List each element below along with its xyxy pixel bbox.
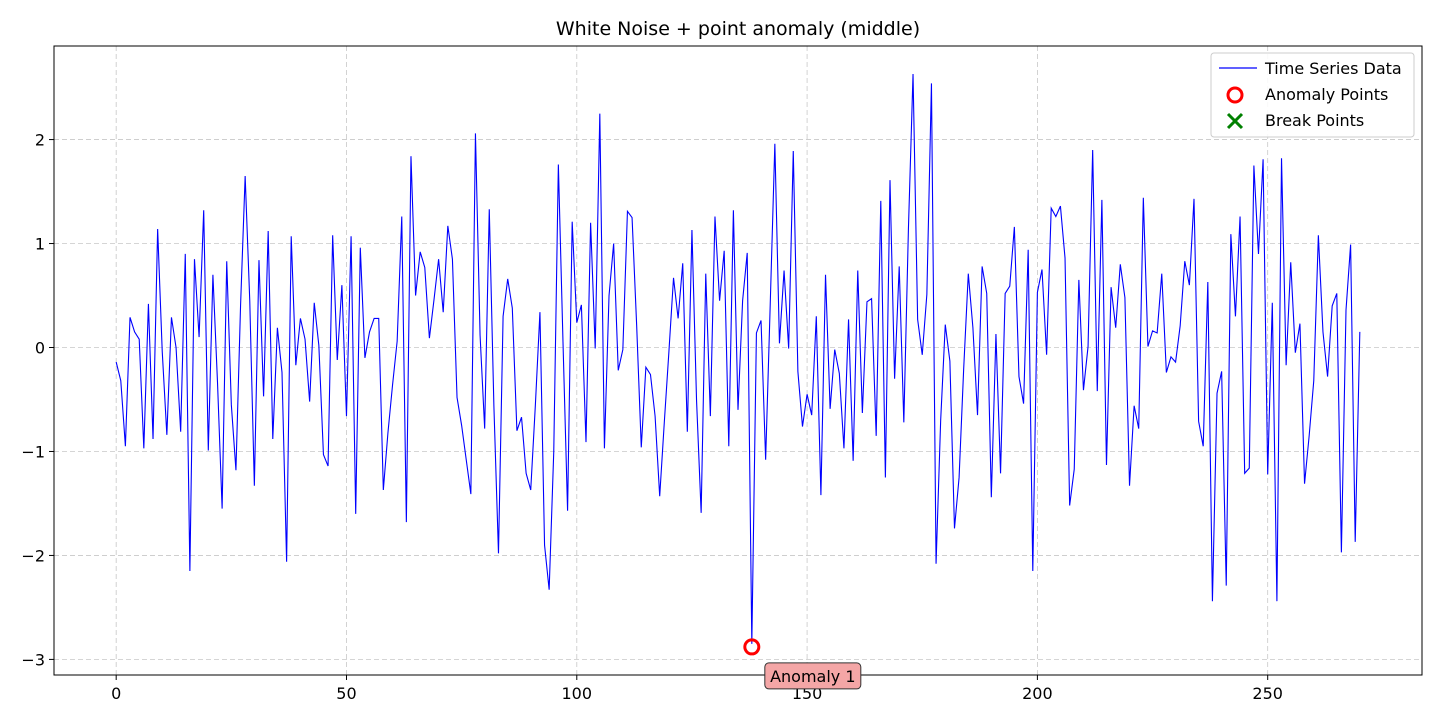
anomaly-point-marker: [743, 638, 761, 656]
y-tick-label: 0: [35, 339, 45, 358]
legend-break-swatch: [1226, 112, 1244, 130]
marker-layer: [743, 638, 761, 656]
legend-anomaly-swatch: [1226, 86, 1244, 104]
x-tick-label: 250: [1252, 684, 1283, 703]
series-line-time-series-data: [115, 74, 1361, 644]
x-tick-label: 200: [1022, 684, 1053, 703]
x-tick-label: 0: [111, 684, 121, 703]
y-tick-label: 1: [35, 235, 45, 254]
plot-frame: [53, 45, 1423, 676]
legend-box: [1210, 52, 1415, 138]
y-tick-label: 2: [35, 131, 45, 150]
x-tick-label: 100: [562, 684, 593, 703]
legend: Time Series Data Anomaly Points Break Poin…: [1210, 52, 1415, 138]
anomaly-annotation: Anomaly 1: [764, 662, 862, 690]
y-tick-label: −2: [21, 546, 45, 565]
series-layer: [115, 74, 1361, 644]
y-tick-label: −3: [21, 650, 45, 669]
annotation-label: Anomaly 1: [770, 667, 855, 686]
x-tick-label: 50: [336, 684, 356, 703]
annotation-layer: Anomaly 1: [764, 662, 862, 690]
annotation-box: [764, 662, 862, 690]
legend-label-break: Break Points: [1265, 111, 1364, 130]
grid-layer: [54, 46, 1422, 675]
legend-label-series: Time Series Data: [1264, 59, 1402, 78]
legend-label-anomaly: Anomaly Points: [1265, 85, 1388, 104]
y-tick-label: −1: [21, 442, 45, 461]
chart-title: White Noise + point anomaly (middle): [556, 18, 920, 40]
